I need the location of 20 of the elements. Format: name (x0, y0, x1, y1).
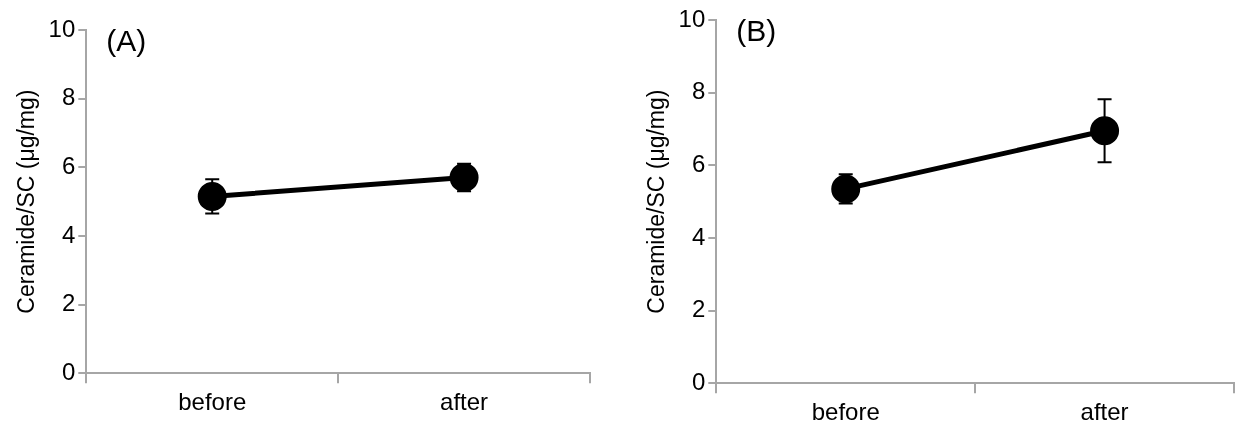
y-tick-label: 0 (61, 357, 76, 385)
y-tick-label: 8 (691, 77, 706, 105)
y-tick-label: 8 (61, 83, 76, 111)
x-tick-label: after (1080, 398, 1129, 426)
y-axis-title: Ceramide/SC (μg/mg) (13, 89, 40, 314)
x-tick-label: after (440, 388, 489, 416)
x-tick-label: before (811, 398, 880, 426)
y-axis-title: Ceramide/SC (μg/mg) (643, 89, 670, 314)
y-tick-label: 6 (691, 149, 706, 177)
x-tick-label: before (178, 388, 247, 416)
y-tick-label: 2 (691, 295, 706, 323)
y-tick-label: 6 (61, 151, 76, 179)
y-tick-label: 4 (691, 222, 706, 250)
chart-title: (B) (736, 14, 777, 48)
y-tick-label: 10 (48, 14, 76, 42)
chart-title: (A) (106, 24, 147, 58)
y-tick-label: 4 (61, 220, 76, 248)
y-tick-label: 2 (61, 289, 76, 317)
y-tick-label: 10 (678, 4, 706, 32)
y-tick-label: 0 (691, 367, 706, 395)
